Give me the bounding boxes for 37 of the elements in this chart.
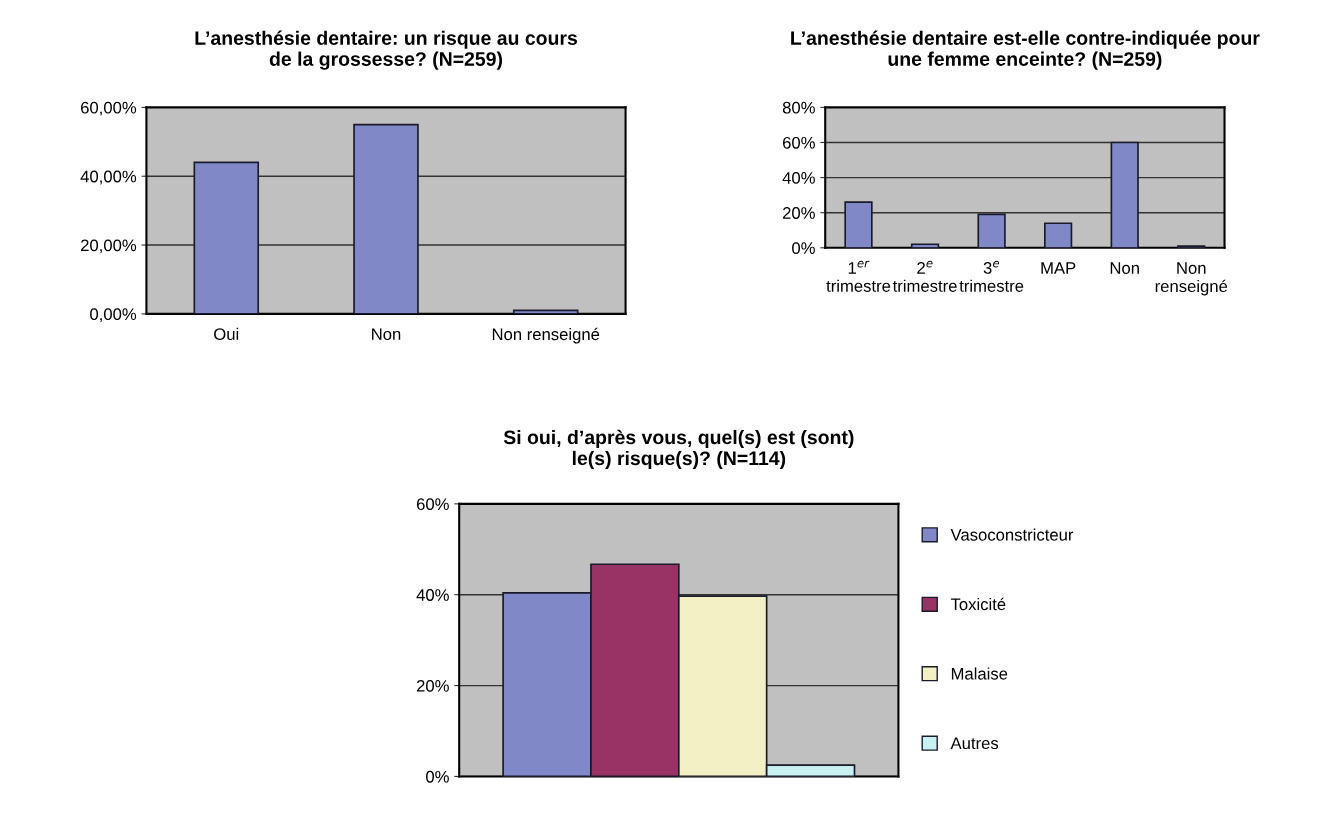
x-tick-label: Oui	[214, 327, 239, 341]
legend-label: Malaise	[951, 667, 1008, 680]
x-tick-label: 3$^{e}$ trimestre	[959, 260, 1024, 292]
y-tick-label: 40%	[782, 171, 815, 184]
y-tick-label: 20,00%	[81, 239, 137, 254]
x-tick-label: Non renseigné	[492, 327, 600, 344]
y-tick-label: 60%	[416, 498, 449, 511]
bar	[1043, 222, 1073, 248]
chart-title: L’anesthésie dentaire est-elle contre-indiquée pour une femme enceinte? (N=259)	[791, 30, 1260, 70]
y-tick-label: 40%	[416, 589, 449, 601]
x-tick-label: 2$^{e}$ trimestre	[892, 260, 957, 292]
bar	[512, 309, 579, 314]
bar	[977, 213, 1006, 248]
x-tick-label: 1$^{er}$ trimestre	[826, 260, 891, 292]
y-tick-label: 0,00%	[90, 308, 137, 323]
bar	[353, 123, 419, 314]
y-tick-label: 80%	[782, 101, 815, 114]
legend-label: Toxicité	[950, 597, 1006, 611]
y-tick-label: 0%	[792, 242, 815, 254]
y-tick-label: 40,00%	[80, 170, 137, 185]
y-tick-label: 0%	[426, 770, 449, 783]
x-tick-label: Non	[372, 328, 401, 341]
y-tick-label: 20%	[782, 207, 815, 219]
x-tick-label: MAP	[1041, 262, 1076, 274]
y-tick-label: 60,00%	[81, 101, 137, 116]
bar	[910, 243, 940, 248]
y-tick-label: 60%	[782, 136, 815, 149]
legend-label: Autres	[950, 737, 999, 750]
chart-title: Si oui, d’après vous, quel(s) est (sont) le(s) risque(s)? (N=114)	[503, 429, 854, 470]
chart-title: L’anesthésie dentaire: un risque au cours de la grossesse? (N=259)	[195, 30, 578, 70]
legend-label: Vasoconstricteur	[950, 528, 1074, 541]
bar	[844, 201, 873, 248]
x-tick-label: Non renseigné	[1155, 262, 1228, 296]
bar	[193, 161, 260, 314]
x-tick-label: Non	[1110, 262, 1139, 274]
bar	[1110, 141, 1139, 248]
y-tick-label: 20%	[416, 679, 449, 692]
